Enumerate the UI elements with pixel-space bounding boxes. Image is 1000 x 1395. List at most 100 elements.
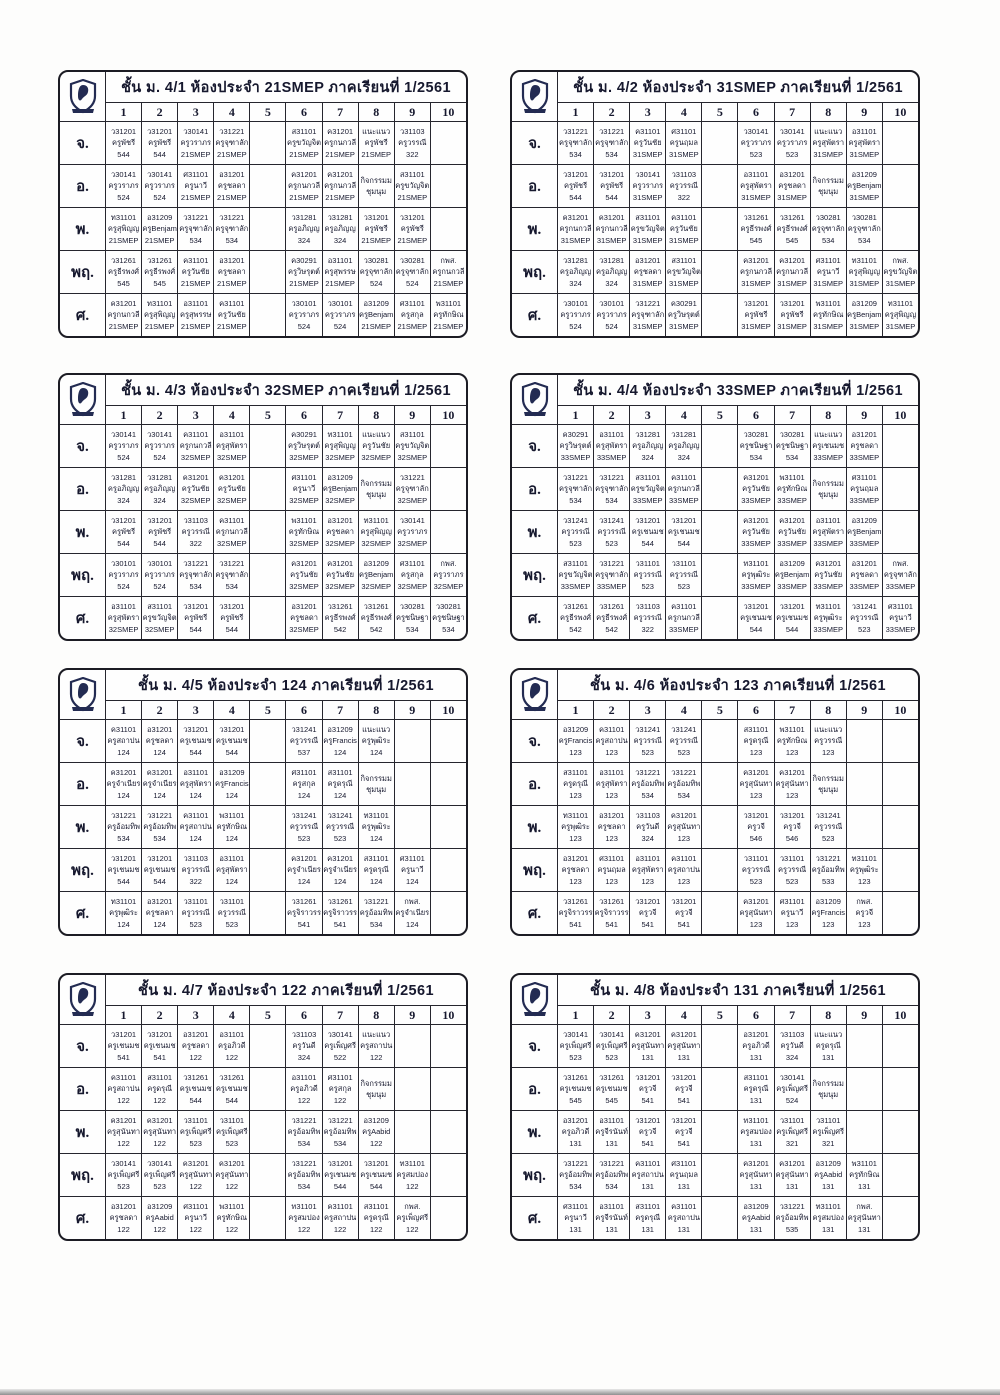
- teacher-name: ครูจีรนันท์: [595, 1127, 628, 1137]
- room-number: 31SMEP: [777, 278, 807, 288]
- subject-code: ค31201: [327, 127, 354, 137]
- schedule-cell: ศ31101 ครูนาวี 123: [773, 891, 811, 934]
- subject-code: ว31261: [183, 1073, 209, 1083]
- room-number: 123: [821, 919, 835, 929]
- teacher-name: ครูอ้อมทิพ: [631, 779, 665, 789]
- teacher-name: ครูอภิญญ: [632, 441, 664, 451]
- schedule-cell: ว31201 ครูเชนมช 544: [737, 596, 775, 639]
- schedule-cell: ค31201 ครูวันชัย 32SMEP: [213, 467, 251, 511]
- schedule-cell: ว31221 ครูอ้อมทิพ 535: [773, 1196, 811, 1239]
- schedule-cell: ท31101 ครูสุพิญญ 31SMEP: [881, 293, 918, 336]
- teacher-name: ครูทักษิณ: [216, 1213, 248, 1223]
- period-number: 8: [357, 102, 395, 122]
- room-number: 32SMEP: [397, 538, 428, 548]
- timetable-grid: ชั้น ม. 4/2 ห้องประจำ 31SMEP ภาคเรียนที่…: [512, 72, 918, 336]
- subject-code: ค31201: [598, 213, 625, 223]
- subject-code: กิจกรรมม: [360, 175, 392, 185]
- schedule-cell: ว31221 ครูอ้อมทิพ 534: [556, 1153, 595, 1197]
- empty-cell: [881, 1067, 918, 1111]
- subject-code: พ31101: [851, 1159, 877, 1169]
- schedule-cell: แนะแนว ครูพุฒิระ 124: [357, 719, 395, 763]
- schedule-cell: ว31201 ครูพัชรี 544: [104, 121, 143, 165]
- room-number: 123: [785, 919, 799, 929]
- day-label: ศ.: [512, 891, 558, 934]
- school-crest-icon: [521, 381, 548, 416]
- schedule-cell: อ31201 ครูชลดา 122: [104, 1196, 143, 1239]
- schedule-cell: ว31221 ครูจุฑาลัก 534: [213, 207, 251, 251]
- room-number: 131: [749, 1138, 763, 1148]
- teacher-name: ครูพัชรี: [364, 224, 388, 234]
- schedule-cell: อ31101 ครูอภิวดี 122: [213, 1024, 251, 1068]
- teacher-name: ครูวจี: [638, 908, 657, 918]
- teacher-name: ครูขวัญจิต: [630, 224, 665, 234]
- room-number: 523: [569, 538, 582, 548]
- room-number: 32SMEP: [108, 624, 139, 634]
- teacher-name: ครูสุนันทา: [775, 779, 809, 789]
- teacher-name: ครูสุนันทา: [739, 908, 773, 918]
- subject-code: ค31101: [671, 473, 697, 483]
- table-title: ชั้น ม. 4/6 ห้องประจำ 123 ภาคเรียนที่ 1/…: [557, 670, 918, 701]
- empty-cell: [393, 1067, 431, 1111]
- subject-code: ว31281: [635, 430, 661, 440]
- schedule-cell: ว31201 ครูพัชรี 544: [141, 510, 179, 554]
- schedule-cell: ส31101 ครูดรุณี 122: [357, 1196, 395, 1239]
- period-number: 1: [104, 102, 143, 122]
- room-number: 534: [189, 235, 202, 245]
- subject-code: ค31101: [110, 1073, 137, 1083]
- schedule-cell: อ31201 ครูชลดา 31SMEP: [629, 250, 667, 294]
- teacher-name: ครูชลดา: [145, 908, 174, 918]
- room-number: 31SMEP: [849, 278, 880, 288]
- empty-cell: [393, 1110, 431, 1154]
- room-number: 31SMEP: [560, 235, 591, 245]
- period-number: 2: [141, 700, 179, 720]
- schedule-cell: ท31101 ครูสมปอง 122: [285, 1196, 323, 1239]
- subject-code: ค31201: [562, 213, 589, 223]
- subject-code: ว31221: [779, 1202, 805, 1212]
- room-number: 541: [605, 919, 618, 929]
- teacher-name: ชุมนุม: [366, 187, 387, 196]
- room-number: 21SMEP: [180, 278, 211, 288]
- timetable-card-8: ชั้น ม. 4/8 ห้องประจำ 131 ภาคเรียนที่ 1/…: [510, 973, 920, 1241]
- schedule-cell: ว31221 ครูจุฑาลัก 534: [213, 553, 251, 597]
- timetable-card-1: ชั้น ม. 4/1 ห้องประจำ 21SMEP ภาคเรียนที่…: [58, 70, 468, 338]
- teacher-name: ครูจำเนียร: [395, 908, 430, 918]
- subject-code: อ31201: [743, 1030, 769, 1040]
- room-number: 33SMEP: [560, 581, 591, 591]
- empty-cell: [429, 467, 466, 511]
- teacher-name: ครูอ้อมทิพ: [595, 1170, 629, 1180]
- subject-code: ศ31101: [671, 1159, 697, 1169]
- teacher-name: ครูชลดา: [850, 441, 879, 451]
- schedule-cell: ค31201 ครูกนกวลี 31SMEP: [773, 250, 811, 294]
- subject-code: ว31261: [327, 897, 353, 907]
- schedule-cell: อ31209 ครูAabid 131: [737, 1196, 775, 1239]
- room-number: 21SMEP: [361, 321, 391, 331]
- teacher-name: ครูAabid: [741, 1213, 771, 1223]
- schedule-cell: ค31201 ครูสุนันทา 131: [665, 1024, 703, 1068]
- teacher-name: ครูวรรณี: [289, 822, 319, 832]
- teacher-name: ครูดรุณี: [363, 1213, 389, 1223]
- room-number: 122: [117, 1224, 130, 1234]
- period-number: 9: [393, 405, 431, 425]
- subject-code: ว30141: [563, 1030, 589, 1040]
- subject-code: ว31201: [635, 897, 661, 907]
- room-number: 124: [153, 790, 166, 800]
- subject-code: ค31201: [743, 897, 769, 907]
- room-number: 131: [605, 1138, 618, 1148]
- teacher-name: ครูวรรณี: [561, 527, 590, 537]
- schedule-cell: ว31201 ครูพัชรี 544: [141, 121, 179, 165]
- schedule-cell: ว31221 ครูจุฑาลัก 534: [593, 467, 631, 511]
- subject-code: ว31221: [599, 559, 625, 569]
- teacher-name: ครูสุพิญญ: [143, 310, 176, 320]
- timetable-grid: ชั้น ม. 4/5 ห้องประจำ 124 ภาคเรียนที่ 1/…: [60, 670, 466, 934]
- room-number: 32SMEP: [217, 452, 247, 462]
- subject-code: ว31101: [183, 897, 208, 907]
- schedule-cell: ว30281 ครูชนิษฐา 534: [393, 596, 431, 639]
- room-number: 32SMEP: [289, 538, 319, 548]
- empty-cell: [701, 207, 739, 251]
- subject-code: ว30141: [779, 127, 805, 137]
- room-number: 33SMEP: [777, 495, 807, 505]
- schedule-cell: อ31101 ครูสุพัตรา 124: [177, 762, 215, 806]
- schedule-cell: อ31101 ครูจีรนันท์ 131: [593, 1110, 631, 1154]
- schedule-cell: กิจกรรมม ชุมนุม: [809, 467, 847, 511]
- teacher-name: ครูจุฑาลัก: [595, 570, 629, 580]
